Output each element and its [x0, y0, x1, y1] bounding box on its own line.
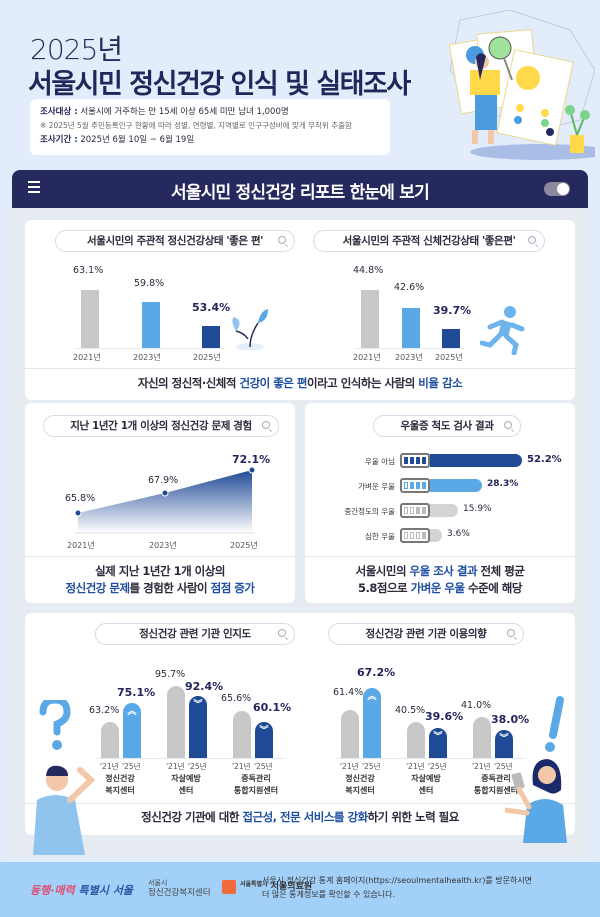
- search-icon: [278, 236, 286, 244]
- sampling-note: ※ 2025년 5월 주민등록인구 현황에 따라 성별, 연령별, 지역별로 인…: [40, 121, 352, 130]
- search-icon: [278, 629, 286, 637]
- period-label: 조사기간 :: [40, 135, 78, 145]
- awareness-pill: 정신건강 관련 기관 인지도: [95, 623, 295, 645]
- depression-row-none: 우울 아님 52.2%: [365, 453, 562, 468]
- battery-low-icon: [400, 528, 430, 543]
- seoul-logo[interactable]: 동행·매력 특별시 서울: [30, 884, 133, 897]
- mental-health-center-logo[interactable]: 서울시 정신건강복지센터: [148, 879, 211, 898]
- exclaiming-woman-icon: [505, 696, 567, 843]
- bar-2025: [202, 326, 220, 348]
- bar-2021: [361, 290, 379, 348]
- depression-panel: 우울증 척도 검사 결과 우울 아님 52.2% 가벼운 우울 28.3% 중간…: [305, 403, 575, 603]
- battery-mid-icon: [400, 503, 430, 518]
- period-value: 2025년 6월 10일 ~ 6월 19일: [80, 135, 195, 145]
- running-person-icon: [480, 306, 525, 355]
- bar-2025: [442, 329, 460, 348]
- mental-health-chart: 63.1% 59.8% 53.4%: [65, 260, 265, 348]
- depression-row-severe: 심한 우울 3.6%: [365, 528, 470, 543]
- heart-logo-icon: [222, 879, 236, 894]
- report-body: 서울시민의 주관적 정신건강상태 '좋은 편' 63.1% 59.8% 53.4…: [12, 208, 588, 858]
- battery-full-icon: [400, 453, 430, 468]
- seoul-medical-center-logo[interactable]: 서울특별시 서울의료원: [222, 879, 312, 894]
- battery-high-icon: [400, 478, 430, 493]
- mental-problem-panel: 지난 1년간 1개 이상의 정신건강 문제 경험 65.8% 67.9% 72.…: [25, 403, 295, 603]
- physical-health-chart: 44.8% 42.6% 39.7%: [345, 260, 545, 348]
- bar-2023: [402, 308, 420, 348]
- usage-intent-pill: 정신건강 관련 기관 이용의향: [328, 623, 524, 645]
- institution-panel: 정신건강 관련 기관 인지도 ︽ ︾ ︾ 63.2% 75.1% 95.7% 9…: [25, 613, 575, 835]
- mental-problem-area-chart: [74, 466, 256, 534]
- value-label: 63.1%: [73, 265, 104, 276]
- search-icon: [262, 421, 270, 429]
- bar-2021: [81, 290, 99, 348]
- depression-pill: 우울증 척도 검사 결과: [373, 415, 521, 437]
- header-year: 2025년: [30, 33, 123, 66]
- institution-summary: 정신건강 기관에 대한 접근성, 전문 서비스를 강화하기 위한 노력 필요: [141, 810, 459, 824]
- value-label: 59.8%: [134, 278, 165, 289]
- search-icon: [504, 421, 512, 429]
- awareness-chart: ︽ ︾ ︾ 63.2% 75.1% 95.7% 92.4% 65.6% 60.1…: [85, 653, 305, 758]
- survey-illustration-icon: [448, 10, 595, 160]
- target-label: 조사대상 :: [40, 107, 78, 117]
- report-header-bar: 서울시민 정신건강 리포트 한눈에 보기: [12, 170, 588, 208]
- search-icon: [528, 236, 536, 244]
- health-status-panel: 서울시민의 주관적 정신건강상태 '좋은 편' 63.1% 59.8% 53.4…: [25, 220, 575, 400]
- usage-intent-chart: ︽ ︾ ︾ 61.4% 67.2% 40.5% 39.6% 41.0% 38.0…: [325, 653, 545, 758]
- page-title: 서울시민 정신건강 인식 및 실태조사: [28, 69, 411, 100]
- value-label: 53.4%: [192, 301, 231, 314]
- mental-health-pill: 서울시민의 주관적 정신건강상태 '좋은 편': [55, 230, 295, 252]
- physical-health-pill: 서울시민의 주관적 신체건강상태 '좋은편': [313, 230, 545, 252]
- search-icon: [507, 629, 515, 637]
- hamburger-menu-icon[interactable]: [28, 181, 40, 193]
- confused-man-icon: [33, 700, 95, 855]
- mental-problem-summary: 실제 지난 1년간 1개 이상의 정신건강 문제를 경험한 사람이 점점 증가: [65, 564, 255, 595]
- sprout-icon: [232, 309, 268, 350]
- target-value: 서울시에 거주하는 만 15세 이상 65세 미만 남녀 1,000명: [80, 107, 289, 117]
- depression-row-mild: 가벼운 우울 28.3%: [358, 478, 519, 493]
- depression-summary: 서울시민의 우울 조사 결과 전체 평균 5.8점으로 가벼운 우울 수준에 해…: [355, 564, 525, 595]
- survey-info-box: 조사대상 : 서울시에 거주하는 만 15세 이상 65세 미만 남녀 1,00…: [30, 99, 390, 155]
- toggle-switch-icon[interactable]: [544, 182, 570, 196]
- footer: 동행·매력 특별시 서울 서울시 정신건강복지센터 서울특별시 서울의료원 서울시…: [0, 862, 600, 917]
- report-title: 서울시민 정신건강 리포트 한눈에 보기: [171, 183, 430, 203]
- mental-problem-pill: 지난 1년간 1개 이상의 정신건강 문제 경험: [43, 415, 279, 437]
- footer-notice: 서울시 정신건강 통계 홈페이지(https://seoulmentalheal…: [262, 876, 533, 899]
- depression-row-moderate: 중간정도의 우울 15.9%: [344, 503, 492, 518]
- bar-2023: [142, 302, 160, 348]
- health-summary: 자신의 정신적·신체적 건강이 좋은 편이라고 인식하는 사람의 비율 감소: [137, 376, 463, 390]
